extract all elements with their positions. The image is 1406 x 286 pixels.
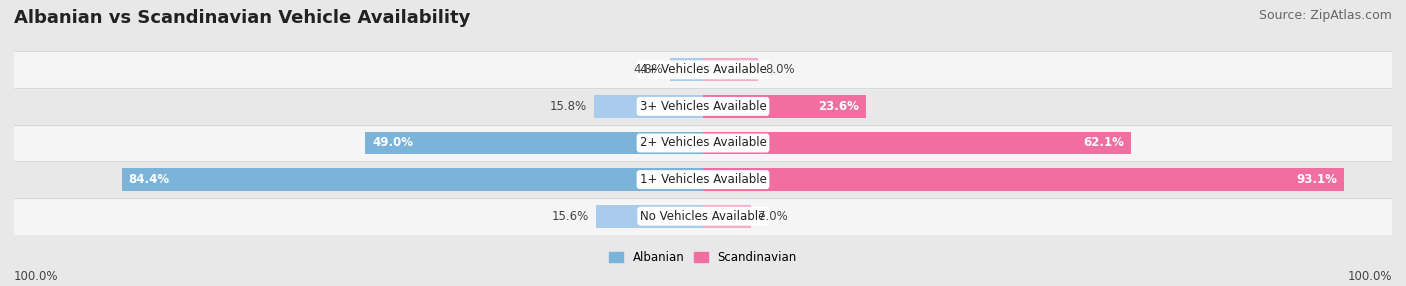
Bar	[703, 95, 866, 118]
Bar	[14, 125, 1392, 161]
Bar	[703, 58, 758, 81]
Text: 2+ Vehicles Available: 2+ Vehicles Available	[640, 136, 766, 150]
Text: 1+ Vehicles Available: 1+ Vehicles Available	[640, 173, 766, 186]
Text: Source: ZipAtlas.com: Source: ZipAtlas.com	[1258, 9, 1392, 21]
Bar	[703, 132, 1130, 154]
Text: 100.0%: 100.0%	[14, 270, 59, 283]
Text: 7.0%: 7.0%	[758, 210, 787, 223]
Bar	[14, 51, 1392, 88]
Bar	[596, 205, 703, 228]
Text: 62.1%: 62.1%	[1083, 136, 1123, 150]
Bar	[366, 132, 703, 154]
Text: 100.0%: 100.0%	[1347, 270, 1392, 283]
Bar	[14, 88, 1392, 125]
Text: 4.8%: 4.8%	[633, 63, 664, 76]
Text: 15.8%: 15.8%	[550, 100, 588, 113]
Text: 23.6%: 23.6%	[818, 100, 859, 113]
Text: 3+ Vehicles Available: 3+ Vehicles Available	[640, 100, 766, 113]
Text: 84.4%: 84.4%	[128, 173, 170, 186]
Text: 8.0%: 8.0%	[765, 63, 794, 76]
Text: 93.1%: 93.1%	[1296, 173, 1337, 186]
Text: 4+ Vehicles Available: 4+ Vehicles Available	[640, 63, 766, 76]
Bar	[14, 161, 1392, 198]
Bar	[595, 95, 703, 118]
Bar	[14, 198, 1392, 235]
Text: No Vehicles Available: No Vehicles Available	[640, 210, 766, 223]
Text: Albanian vs Scandinavian Vehicle Availability: Albanian vs Scandinavian Vehicle Availab…	[14, 9, 471, 27]
Bar	[703, 168, 1344, 191]
Bar	[703, 205, 751, 228]
Bar	[669, 58, 703, 81]
Legend: Albanian, Scandinavian: Albanian, Scandinavian	[605, 247, 801, 269]
Bar	[121, 168, 703, 191]
Text: 15.6%: 15.6%	[551, 210, 589, 223]
Text: 49.0%: 49.0%	[373, 136, 413, 150]
